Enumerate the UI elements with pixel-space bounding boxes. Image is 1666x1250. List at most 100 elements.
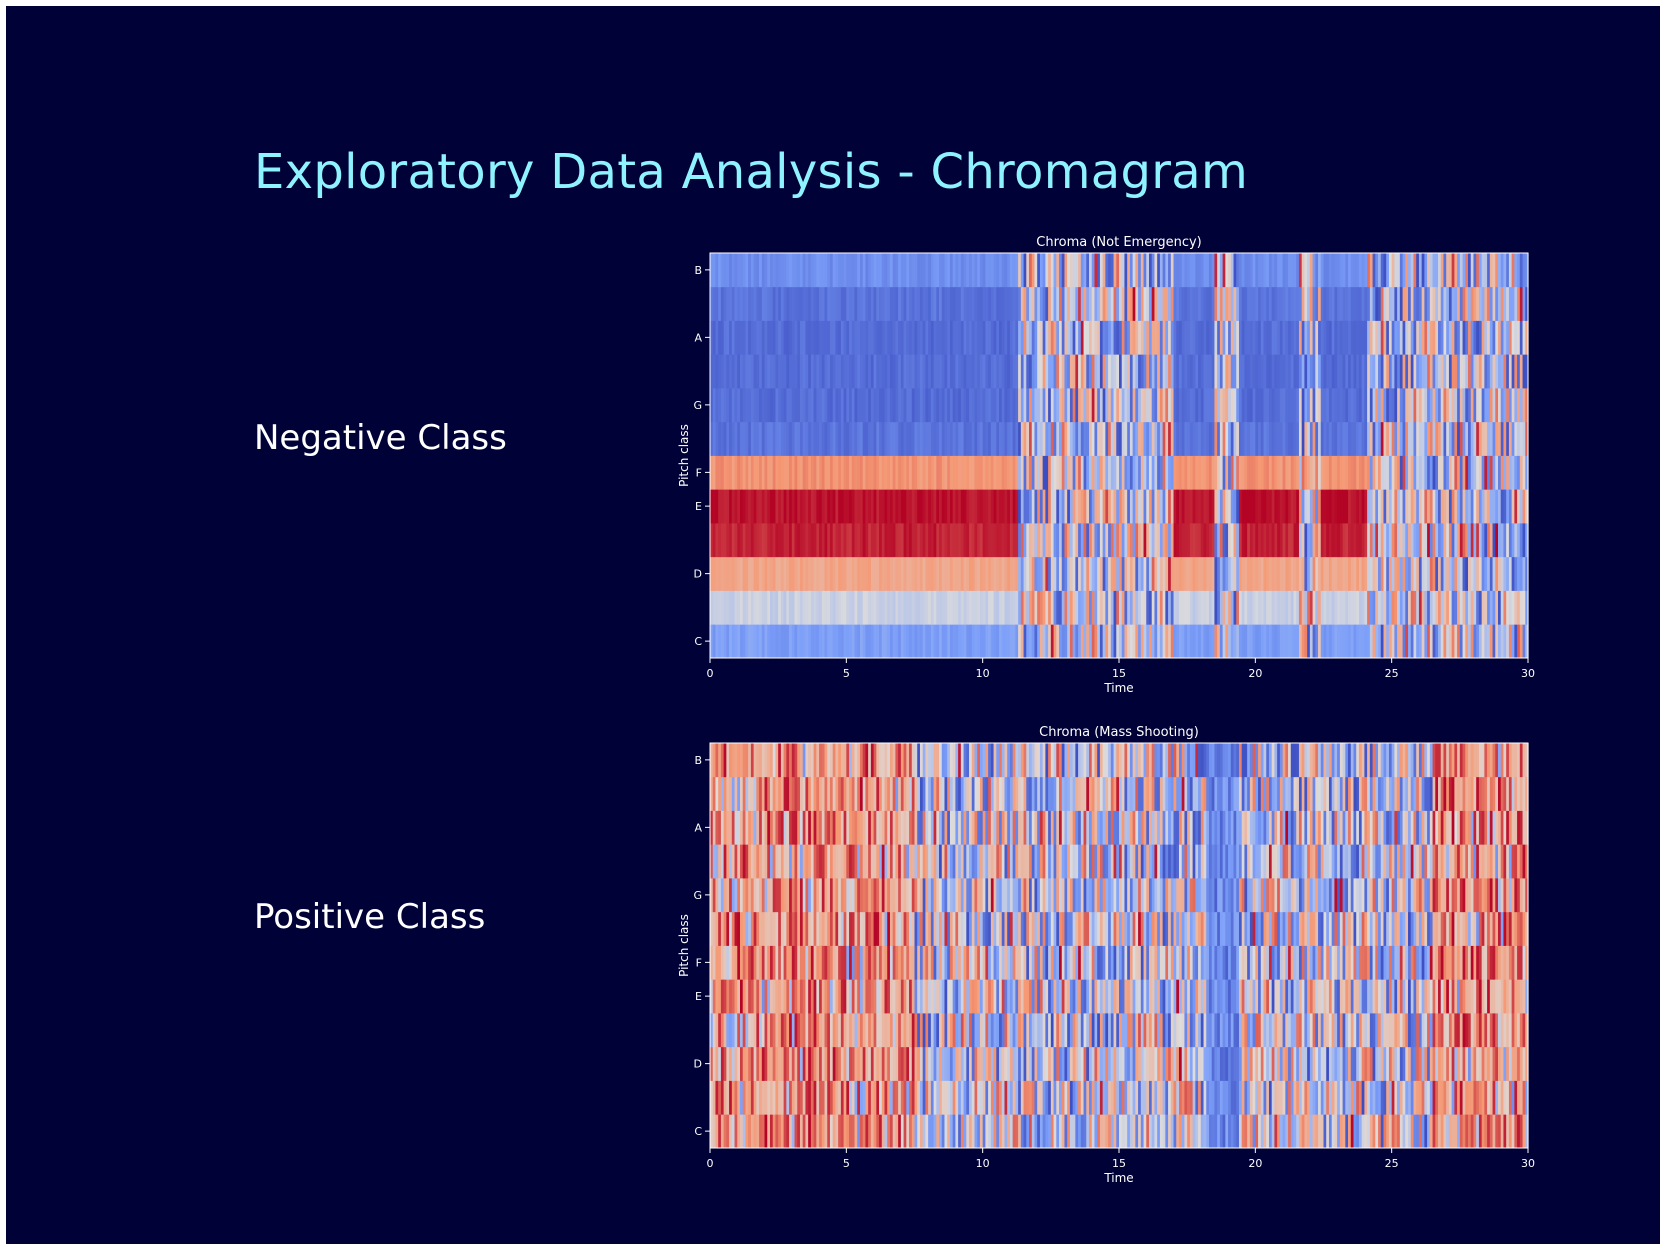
heatmap-cell <box>780 388 785 423</box>
heatmap-cell <box>1053 556 1057 591</box>
heatmap-cell <box>1277 556 1281 591</box>
heatmap-cell <box>1478 556 1483 591</box>
heatmap-cell <box>947 810 951 845</box>
heatmap-cell <box>941 489 946 524</box>
heatmap-cell <box>993 979 997 1014</box>
heatmap-cell <box>1127 455 1131 490</box>
heatmap-cell <box>870 388 875 423</box>
heatmap-cell <box>1328 354 1333 389</box>
heatmap-cell <box>756 979 760 1014</box>
heatmap-cell <box>1050 523 1055 558</box>
heatmap-cell <box>1119 421 1123 456</box>
heatmap-cell <box>1309 624 1314 659</box>
heatmap-cell <box>917 945 921 980</box>
heatmap-cell <box>1402 354 1406 389</box>
heatmap-cell <box>1484 320 1488 355</box>
heatmap-cell <box>1356 320 1360 355</box>
heatmap-cell <box>1091 455 1096 490</box>
heatmap-cell <box>824 320 828 355</box>
heatmap-cell <box>1386 523 1390 558</box>
heatmap-cell <box>1211 489 1216 524</box>
heatmap-cell <box>778 523 782 558</box>
heatmap-cell <box>1470 590 1475 625</box>
heatmap-cell <box>960 455 965 490</box>
heatmap-cell <box>1012 1080 1016 1115</box>
heatmap-cell <box>884 388 888 423</box>
heatmap-cell <box>1089 489 1093 524</box>
heatmap-cell <box>761 624 766 659</box>
heatmap-cell <box>870 455 875 490</box>
heatmap-cell <box>1315 253 1319 288</box>
heatmap-cell <box>1258 489 1262 524</box>
heatmap-cell <box>1009 455 1014 490</box>
heatmap-cell <box>756 945 760 980</box>
heatmap-cell <box>745 1080 749 1115</box>
heatmap-cell <box>794 1080 798 1115</box>
heatmap-cell <box>791 489 796 524</box>
heatmap-cell <box>1129 253 1134 288</box>
heatmap-cell <box>955 388 959 423</box>
heatmap-cell <box>734 844 738 879</box>
heatmap-cell <box>1195 354 1199 389</box>
heatmap-cell <box>887 743 891 778</box>
heatmap-cell <box>939 844 943 879</box>
heatmap-cell <box>1418 489 1423 524</box>
heatmap-cell <box>876 911 880 946</box>
heatmap-cell <box>1181 320 1186 355</box>
heatmap-cell <box>1189 388 1194 423</box>
heatmap-cell <box>753 743 757 778</box>
heatmap-cell <box>1064 523 1068 558</box>
heatmap-cell <box>857 320 861 355</box>
heatmap-cell <box>892 1114 897 1149</box>
heatmap-cell <box>870 253 875 288</box>
heatmap-cell <box>1157 489 1161 524</box>
heatmap-cell <box>1214 320 1218 355</box>
heatmap-cell <box>745 286 749 321</box>
heatmap-cell <box>1217 624 1221 659</box>
heatmap-cell <box>933 489 937 524</box>
heatmap-cell <box>1378 388 1382 423</box>
heatmap-cell <box>1192 253 1196 288</box>
heatmap-cell <box>1492 253 1496 288</box>
heatmap-cell <box>1468 455 1472 490</box>
heatmap-cell <box>922 388 927 423</box>
heatmap-cell <box>979 844 984 879</box>
heatmap-cell <box>767 776 771 811</box>
heatmap-cell <box>783 776 787 811</box>
heatmap-cell <box>1157 286 1161 321</box>
heatmap-cell <box>993 878 997 913</box>
heatmap-cell <box>862 489 867 524</box>
heatmap-cell <box>868 945 872 980</box>
heatmap-cell <box>898 286 902 321</box>
heatmap-cell <box>884 776 888 811</box>
heatmap-cell <box>715 911 719 946</box>
heatmap-cell <box>996 354 1000 389</box>
heatmap-cell <box>1080 421 1085 456</box>
heatmap-cell <box>1290 489 1295 524</box>
heatmap-cell <box>764 945 768 980</box>
heatmap-cell <box>990 253 995 288</box>
heatmap-cell <box>851 1080 856 1115</box>
heatmap-cell <box>1326 624 1330 659</box>
heatmap-cell <box>1519 455 1524 490</box>
heatmap-cell <box>1375 489 1379 524</box>
heatmap-cell <box>742 911 747 946</box>
heatmap-cell <box>772 421 777 456</box>
heatmap-cell <box>821 286 826 321</box>
heatmap-cell <box>895 979 899 1014</box>
heatmap-cell <box>1069 421 1074 456</box>
heatmap-cell <box>1097 523 1101 558</box>
heatmap-cell <box>838 1114 842 1149</box>
heatmap-cell <box>1307 286 1311 321</box>
heatmap-cell <box>1241 590 1246 625</box>
heatmap-cell <box>865 911 869 946</box>
heatmap-cell <box>1200 556 1205 591</box>
heatmap-cell <box>838 743 842 778</box>
heatmap-cell <box>1230 421 1235 456</box>
heatmap-cell <box>1012 844 1016 879</box>
heatmap-cell <box>1029 556 1033 591</box>
heatmap-cell <box>783 320 787 355</box>
heatmap-cell <box>1421 421 1425 456</box>
heatmap-cell <box>1241 354 1246 389</box>
heatmap-cell <box>1348 455 1352 490</box>
